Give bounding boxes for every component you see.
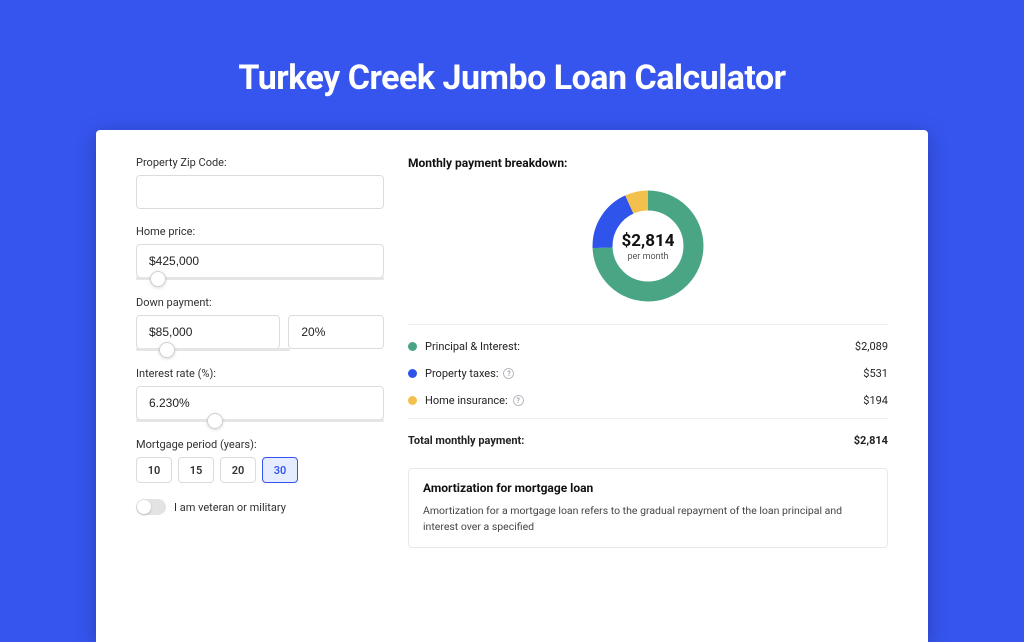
home-price-field: Home price: bbox=[136, 225, 384, 280]
inputs-column: Property Zip Code: Home price: Down paym… bbox=[136, 156, 384, 642]
veteran-toggle[interactable] bbox=[136, 499, 166, 515]
breakdown-item: Property taxes:?$531 bbox=[408, 360, 888, 387]
zip-input[interactable] bbox=[136, 175, 384, 209]
breakdown-item-value: $194 bbox=[863, 394, 888, 407]
legend-dot bbox=[408, 396, 417, 405]
interest-rate-field: Interest rate (%): bbox=[136, 367, 384, 422]
info-icon[interactable]: ? bbox=[503, 368, 514, 379]
home-price-slider[interactable] bbox=[136, 277, 384, 280]
breakdown-item-value: $2,089 bbox=[855, 340, 888, 353]
info-icon[interactable]: ? bbox=[513, 395, 524, 406]
legend-dot bbox=[408, 369, 417, 378]
period-option-30[interactable]: 30 bbox=[262, 457, 298, 483]
donut-center: $2,814 per month bbox=[588, 186, 708, 306]
mortgage-period-label: Mortgage period (years): bbox=[136, 438, 384, 451]
total-label: Total monthly payment: bbox=[408, 434, 854, 447]
interest-rate-label: Interest rate (%): bbox=[136, 367, 384, 380]
down-payment-slider[interactable] bbox=[136, 348, 290, 351]
amortization-text: Amortization for a mortgage loan refers … bbox=[423, 503, 873, 535]
breakdown-item-label: Home insurance:? bbox=[425, 394, 863, 407]
down-payment-percent-input[interactable] bbox=[288, 315, 384, 349]
down-payment-field: Down payment: bbox=[136, 296, 384, 351]
down-payment-amount-input[interactable] bbox=[136, 315, 280, 349]
page-title: Turkey Creek Jumbo Loan Calculator bbox=[0, 0, 1024, 130]
interest-rate-slider-thumb[interactable] bbox=[207, 413, 223, 429]
total-value: $2,814 bbox=[854, 434, 888, 447]
breakdown-item-label: Property taxes:? bbox=[425, 367, 863, 380]
interest-rate-slider[interactable] bbox=[136, 419, 384, 422]
veteran-toggle-row: I am veteran or military bbox=[136, 499, 384, 515]
breakdown-column: Monthly payment breakdown: $2,814 per mo… bbox=[408, 156, 888, 642]
home-price-slider-thumb[interactable] bbox=[150, 271, 166, 287]
home-price-input[interactable] bbox=[136, 244, 384, 278]
breakdown-item-value: $531 bbox=[863, 367, 888, 380]
amortization-box: Amortization for mortgage loan Amortizat… bbox=[408, 468, 888, 548]
zip-label: Property Zip Code: bbox=[136, 156, 384, 169]
breakdown-item: Principal & Interest:$2,089 bbox=[408, 333, 888, 360]
total-row: Total monthly payment: $2,814 bbox=[408, 427, 888, 454]
period-option-10[interactable]: 10 bbox=[136, 457, 172, 483]
home-price-label: Home price: bbox=[136, 225, 384, 238]
breakdown-item: Home insurance:?$194 bbox=[408, 387, 888, 414]
donut-center-sub: per month bbox=[627, 252, 668, 262]
zip-field: Property Zip Code: bbox=[136, 156, 384, 209]
mortgage-period-field: Mortgage period (years): 10152030 bbox=[136, 438, 384, 483]
amortization-title: Amortization for mortgage loan bbox=[423, 481, 873, 495]
interest-rate-input[interactable] bbox=[136, 386, 384, 420]
legend-dot bbox=[408, 342, 417, 351]
divider bbox=[408, 418, 888, 419]
down-payment-slider-thumb[interactable] bbox=[159, 342, 175, 358]
calculator-card: Property Zip Code: Home price: Down paym… bbox=[96, 130, 928, 642]
mortgage-period-options: 10152030 bbox=[136, 457, 384, 483]
period-option-20[interactable]: 20 bbox=[220, 457, 256, 483]
donut-chart-wrap: $2,814 per month bbox=[408, 180, 888, 324]
donut-chart: $2,814 per month bbox=[588, 186, 708, 306]
donut-center-amount: $2,814 bbox=[622, 231, 675, 251]
down-payment-label: Down payment: bbox=[136, 296, 384, 309]
breakdown-item-label: Principal & Interest: bbox=[425, 340, 855, 353]
divider bbox=[408, 324, 888, 325]
breakdown-title: Monthly payment breakdown: bbox=[408, 156, 888, 170]
period-option-15[interactable]: 15 bbox=[178, 457, 214, 483]
